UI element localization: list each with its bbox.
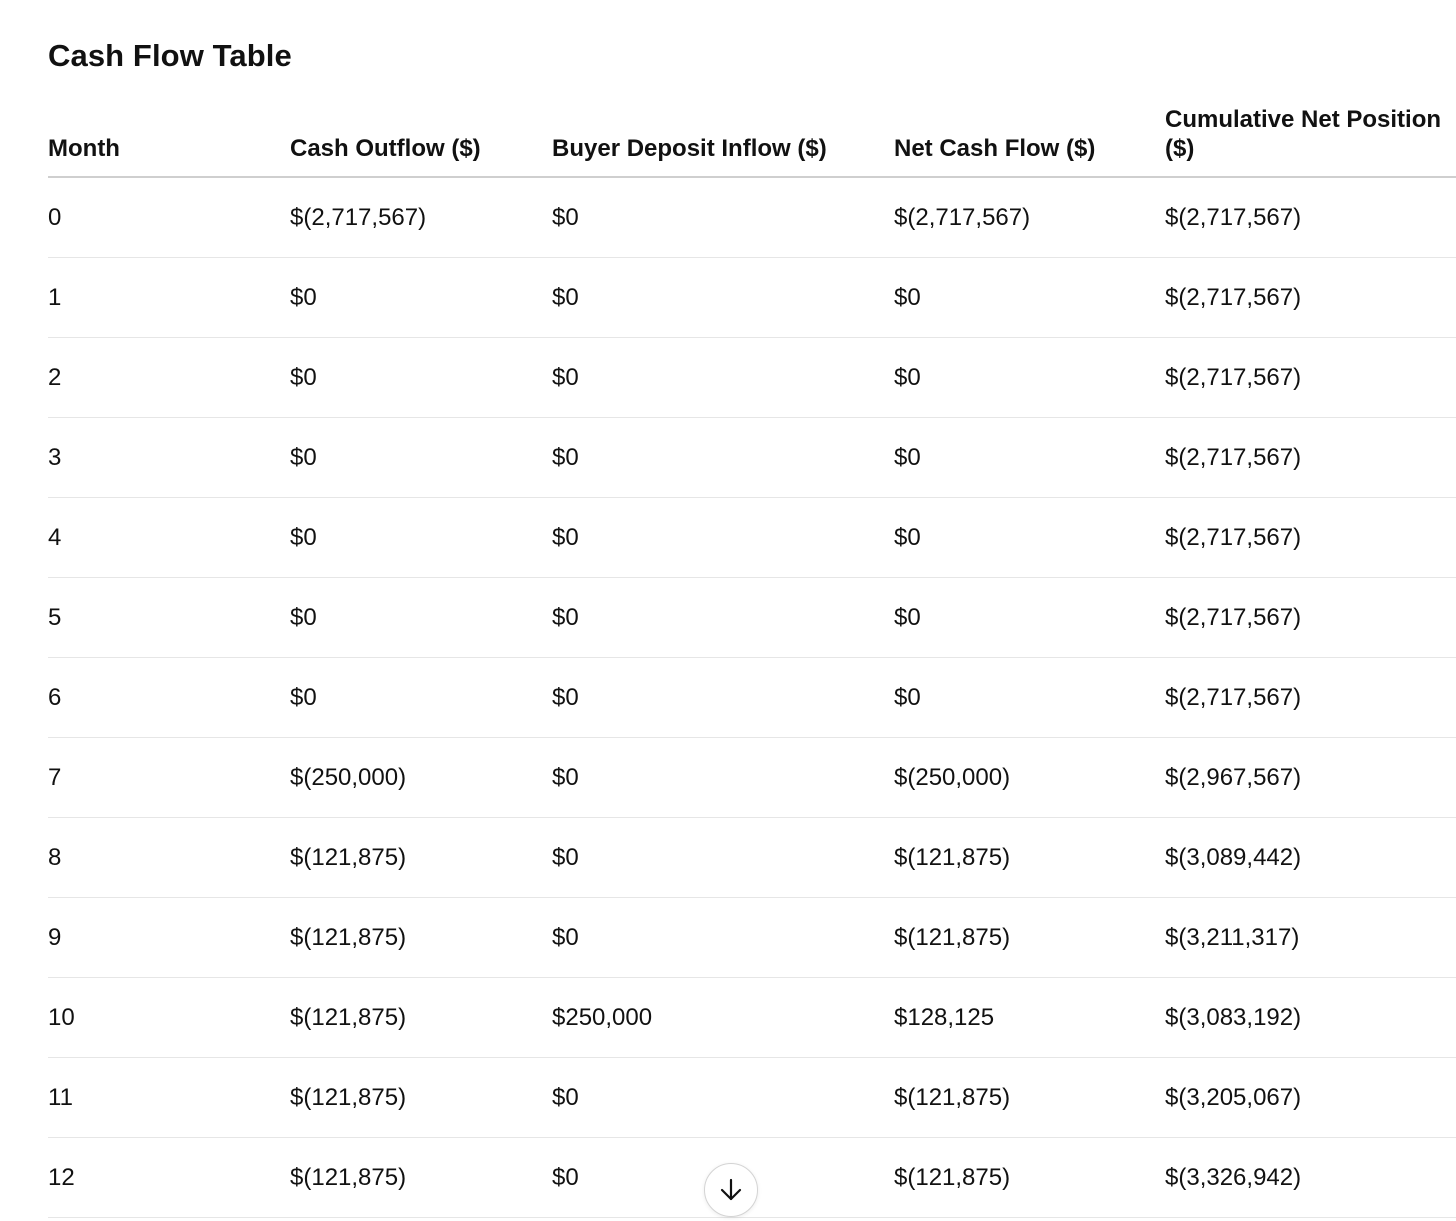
cell-cash-outflow: $0 — [290, 657, 552, 738]
cell-buyer-deposit-inflow: $0 — [552, 257, 894, 338]
cell-buyer-deposit-inflow: $250,000 — [552, 977, 894, 1058]
cell-cash-outflow: $0 — [290, 257, 552, 338]
table-row: 9 $(121,875) $0 $(121,875) $(3,211,317) — [48, 897, 1456, 978]
table-row: 2 $0 $0 $0 $(2,717,567) — [48, 337, 1456, 418]
cell-cumulative-net-position: $(2,717,567) — [1165, 577, 1456, 658]
cell-buyer-deposit-inflow: $0 — [552, 497, 894, 578]
cell-cash-outflow: $(121,875) — [290, 977, 552, 1058]
cell-month: 0 — [48, 177, 290, 258]
cell-cumulative-net-position: $(2,717,567) — [1165, 177, 1456, 258]
cell-buyer-deposit-inflow: $0 — [552, 1057, 894, 1138]
cell-cash-outflow: $(250,000) — [290, 737, 552, 818]
cell-cash-outflow: $(121,875) — [290, 897, 552, 978]
cell-month: 2 — [48, 337, 290, 418]
cell-cumulative-net-position: $(3,089,442) — [1165, 817, 1456, 898]
cell-net-cash-flow: $(121,875) — [894, 897, 1165, 978]
table-row: 5 $0 $0 $0 $(2,717,567) — [48, 577, 1456, 658]
cell-month: 6 — [48, 657, 290, 738]
cell-cash-outflow: $0 — [290, 577, 552, 658]
cell-buyer-deposit-inflow: $0 — [552, 897, 894, 978]
cell-buyer-deposit-inflow: $0 — [552, 337, 894, 418]
cell-net-cash-flow: $128,125 — [894, 977, 1165, 1058]
table-body: 0 $(2,717,567) $0 $(2,717,567) $(2,717,567) 1… — [48, 177, 1456, 1218]
header-buyer-deposit-inflow: Buyer Deposit Inflow ($) — [552, 100, 894, 178]
cell-cumulative-net-position: $(2,717,567) — [1165, 417, 1456, 498]
cell-buyer-deposit-inflow: $0 — [552, 657, 894, 738]
table-row: 10 $(121,875) $250,000 $128,125 $(3,083,192) — [48, 977, 1456, 1058]
page-title: Cash Flow Table — [48, 38, 292, 73]
table-row: 6 $0 $0 $0 $(2,717,567) — [48, 657, 1456, 738]
header-cumulative-net-position: Cumulative Net Position ($) — [1165, 100, 1456, 178]
table-row: 3 $0 $0 $0 $(2,717,567) — [48, 417, 1456, 498]
cash-flow-table: Month Cash Outflow ($) Buyer Deposit Inf… — [48, 100, 1456, 1218]
table-row: 8 $(121,875) $0 $(121,875) $(3,089,442) — [48, 817, 1456, 898]
cell-month: 12 — [48, 1137, 290, 1218]
cell-cash-outflow: $(121,875) — [290, 1057, 552, 1138]
arrow-down-icon — [720, 1178, 742, 1201]
cell-net-cash-flow: $(121,875) — [894, 1137, 1165, 1218]
cell-cumulative-net-position: $(2,967,567) — [1165, 737, 1456, 818]
cell-month: 7 — [48, 737, 290, 818]
cell-buyer-deposit-inflow: $0 — [552, 177, 894, 258]
cell-cumulative-net-position: $(3,211,317) — [1165, 897, 1456, 978]
cell-cumulative-net-position: $(3,205,067) — [1165, 1057, 1456, 1138]
cell-cumulative-net-position: $(2,717,567) — [1165, 497, 1456, 578]
cell-cumulative-net-position: $(2,717,567) — [1165, 257, 1456, 338]
cell-cash-outflow: $0 — [290, 497, 552, 578]
cell-cumulative-net-position: $(2,717,567) — [1165, 337, 1456, 418]
cell-month: 3 — [48, 417, 290, 498]
table-row: 12 $(121,875) $0 $(121,875) $(3,326,942) — [48, 1137, 1456, 1218]
cell-net-cash-flow: $0 — [894, 417, 1165, 498]
table-row: 11 $(121,875) $0 $(121,875) $(3,205,067) — [48, 1057, 1456, 1138]
cell-net-cash-flow: $0 — [894, 257, 1165, 338]
scroll-down-button[interactable] — [704, 1163, 758, 1217]
cell-month: 9 — [48, 897, 290, 978]
table-row: 7 $(250,000) $0 $(250,000) $(2,967,567) — [48, 737, 1456, 818]
header-cash-outflow: Cash Outflow ($) — [290, 100, 552, 178]
cell-net-cash-flow: $(2,717,567) — [894, 177, 1165, 258]
cell-net-cash-flow: $0 — [894, 337, 1165, 418]
cell-cumulative-net-position: $(3,326,942) — [1165, 1137, 1456, 1218]
cell-cash-outflow: $(121,875) — [290, 817, 552, 898]
cell-net-cash-flow: $0 — [894, 657, 1165, 738]
table-row: 1 $0 $0 $0 $(2,717,567) — [48, 257, 1456, 338]
cell-month: 8 — [48, 817, 290, 898]
table-row: 0 $(2,717,567) $0 $(2,717,567) $(2,717,567) — [48, 177, 1456, 258]
cell-cash-outflow: $0 — [290, 337, 552, 418]
table-row: 4 $0 $0 $0 $(2,717,567) — [48, 497, 1456, 578]
cell-net-cash-flow: $(250,000) — [894, 737, 1165, 818]
cell-buyer-deposit-inflow: $0 — [552, 577, 894, 658]
cell-net-cash-flow: $0 — [894, 577, 1165, 658]
cell-month: 11 — [48, 1057, 290, 1138]
cell-cumulative-net-position: $(3,083,192) — [1165, 977, 1456, 1058]
cell-net-cash-flow: $0 — [894, 497, 1165, 578]
cell-cash-outflow: $(121,875) — [290, 1137, 552, 1218]
cell-month: 1 — [48, 257, 290, 338]
cell-net-cash-flow: $(121,875) — [894, 817, 1165, 898]
cell-buyer-deposit-inflow: $0 — [552, 737, 894, 818]
cell-cash-outflow: $0 — [290, 417, 552, 498]
cell-buyer-deposit-inflow: $0 — [552, 817, 894, 898]
cell-month: 10 — [48, 977, 290, 1058]
cell-cumulative-net-position: $(2,717,567) — [1165, 657, 1456, 738]
cell-net-cash-flow: $(121,875) — [894, 1057, 1165, 1138]
cell-month: 5 — [48, 577, 290, 658]
cell-cash-outflow: $(2,717,567) — [290, 177, 552, 258]
header-month: Month — [48, 100, 290, 178]
header-net-cash-flow: Net Cash Flow ($) — [894, 100, 1165, 178]
cell-buyer-deposit-inflow: $0 — [552, 417, 894, 498]
table-header-row: Month Cash Outflow ($) Buyer Deposit Inf… — [48, 100, 1456, 178]
cell-month: 4 — [48, 497, 290, 578]
